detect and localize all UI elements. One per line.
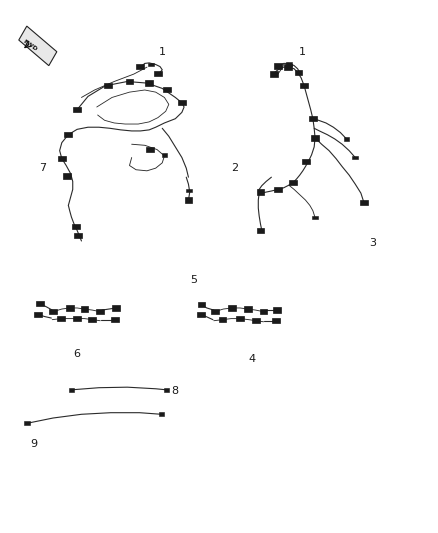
Bar bbox=[274, 63, 282, 69]
Bar bbox=[187, 189, 192, 192]
Bar bbox=[74, 233, 82, 238]
Bar bbox=[164, 388, 170, 392]
Bar bbox=[162, 153, 167, 157]
Bar bbox=[236, 316, 244, 321]
Text: 6: 6 bbox=[74, 349, 81, 359]
Bar bbox=[219, 317, 226, 322]
Bar bbox=[360, 200, 368, 205]
Bar bbox=[198, 302, 205, 308]
Bar bbox=[211, 309, 219, 314]
Bar bbox=[137, 64, 145, 69]
Bar bbox=[197, 312, 205, 317]
Bar bbox=[104, 83, 112, 88]
Bar bbox=[72, 224, 80, 229]
Bar bbox=[252, 318, 260, 324]
Bar bbox=[19, 26, 57, 66]
Bar bbox=[272, 318, 280, 324]
Bar bbox=[58, 156, 66, 161]
Bar bbox=[244, 306, 252, 312]
Text: 9: 9 bbox=[30, 439, 37, 449]
Bar bbox=[73, 316, 81, 321]
Text: 1: 1 bbox=[298, 46, 305, 56]
Bar bbox=[126, 79, 134, 84]
Bar bbox=[274, 187, 282, 192]
Bar bbox=[81, 306, 88, 312]
Bar bbox=[146, 147, 154, 152]
Bar bbox=[145, 80, 153, 86]
Bar bbox=[57, 316, 65, 321]
Bar bbox=[34, 312, 42, 317]
Bar bbox=[289, 180, 297, 185]
Bar bbox=[88, 317, 96, 322]
Bar bbox=[353, 156, 358, 159]
Bar bbox=[154, 71, 162, 76]
Text: FWD: FWD bbox=[22, 38, 39, 52]
Bar bbox=[36, 301, 44, 306]
Text: 4: 4 bbox=[248, 354, 255, 364]
Bar bbox=[178, 100, 186, 106]
Bar bbox=[344, 137, 350, 141]
Bar bbox=[111, 317, 119, 322]
Bar bbox=[24, 422, 30, 425]
Bar bbox=[66, 305, 74, 311]
Bar bbox=[64, 132, 72, 138]
Text: 3: 3 bbox=[370, 238, 377, 247]
Text: 1: 1 bbox=[159, 46, 166, 56]
Bar bbox=[159, 413, 164, 416]
Text: 2: 2 bbox=[232, 163, 239, 173]
Bar bbox=[96, 309, 104, 314]
Bar bbox=[162, 87, 170, 92]
Bar bbox=[69, 388, 74, 392]
Bar bbox=[113, 305, 120, 311]
Bar bbox=[184, 197, 192, 203]
Bar bbox=[63, 173, 71, 179]
Bar bbox=[228, 305, 236, 311]
Bar bbox=[312, 216, 318, 220]
Bar bbox=[270, 71, 278, 77]
Bar bbox=[302, 159, 310, 164]
Bar bbox=[273, 308, 281, 313]
Bar bbox=[148, 62, 154, 66]
Text: 8: 8 bbox=[171, 386, 178, 397]
Bar bbox=[294, 70, 302, 75]
Bar bbox=[260, 309, 268, 314]
Bar bbox=[49, 309, 57, 314]
Bar bbox=[286, 62, 292, 66]
Bar bbox=[311, 135, 319, 141]
Bar bbox=[257, 189, 265, 195]
Text: 5: 5 bbox=[191, 275, 198, 285]
Bar bbox=[300, 83, 308, 88]
Bar bbox=[284, 64, 292, 70]
Bar bbox=[309, 116, 317, 122]
Text: 7: 7 bbox=[39, 163, 46, 173]
Bar bbox=[73, 107, 81, 112]
Bar bbox=[257, 228, 265, 233]
